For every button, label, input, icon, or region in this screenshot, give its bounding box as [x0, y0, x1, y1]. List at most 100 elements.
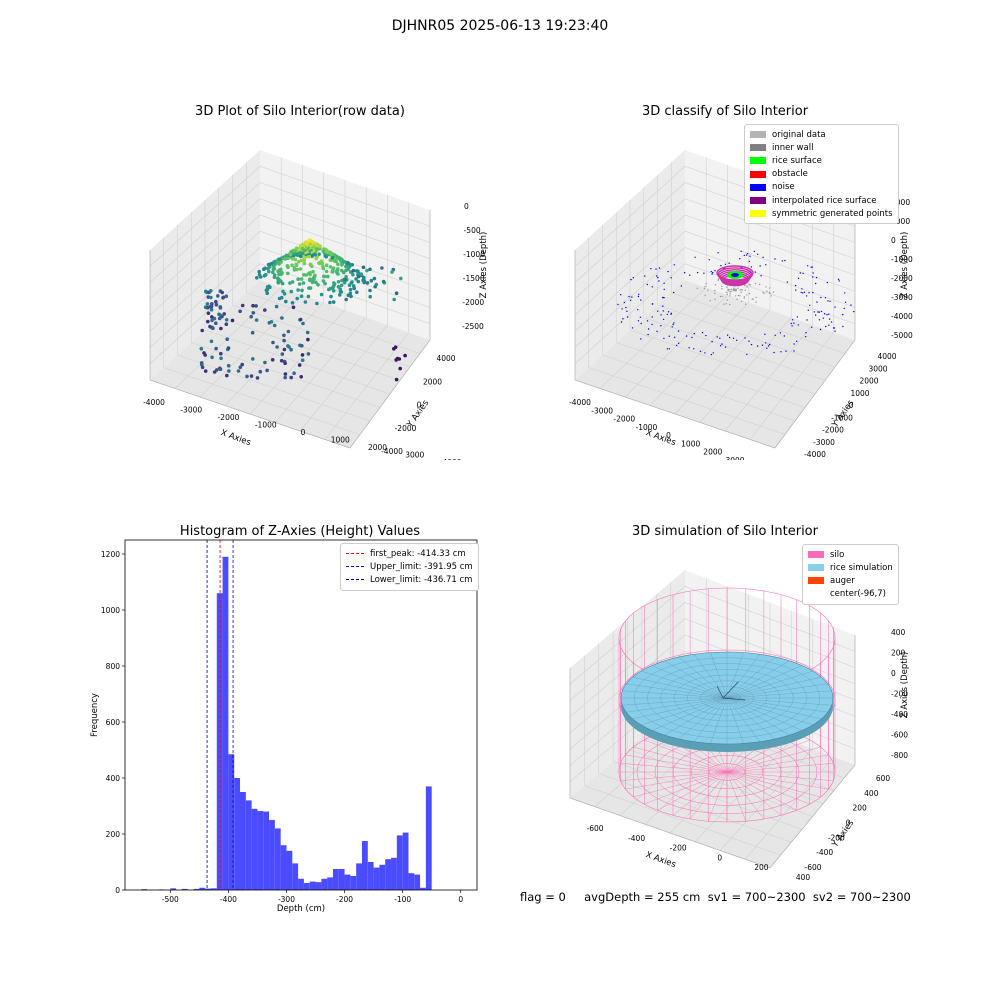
data-point — [272, 266, 276, 271]
wall-gridline — [569, 618, 856, 717]
data-point — [352, 286, 356, 291]
original-point — [709, 300, 711, 302]
original-point — [739, 289, 741, 291]
data-point — [330, 270, 335, 274]
panel2-ztick: -5000 — [891, 331, 913, 340]
histogram-bar — [257, 811, 264, 890]
noise-point — [623, 301, 625, 304]
data-point — [296, 277, 300, 281]
data-point — [394, 291, 399, 295]
original-point — [765, 286, 767, 288]
data-point — [372, 276, 377, 281]
data-point — [238, 309, 242, 314]
histogram-bar — [332, 869, 339, 890]
histogram-bar — [373, 867, 380, 890]
data-point — [336, 280, 341, 284]
data-point — [298, 317, 303, 322]
x-tick-label: 0 — [458, 895, 463, 904]
histogram-bar — [199, 887, 206, 890]
data-point — [282, 347, 287, 352]
rice-mesh-spoke — [726, 665, 803, 699]
data-point — [336, 267, 340, 271]
histogram-bar — [356, 863, 362, 890]
noise-point — [632, 277, 634, 279]
rice-mesh-spoke — [726, 697, 790, 736]
noise-point — [819, 328, 822, 331]
data-point — [294, 263, 299, 267]
data-point — [331, 300, 336, 304]
data-point — [322, 247, 326, 251]
data-point — [342, 280, 347, 285]
noise-point — [805, 295, 808, 297]
legend-swatch — [808, 577, 824, 585]
wall-gridline — [149, 214, 431, 316]
noise-point — [793, 343, 795, 345]
histogram-bar — [396, 835, 403, 890]
noise-point — [672, 323, 674, 326]
data-point — [288, 252, 293, 257]
data-point — [307, 271, 311, 276]
data-point — [332, 282, 337, 286]
floor-gridline — [641, 736, 824, 804]
histogram-bar — [425, 786, 432, 890]
original-point — [696, 287, 698, 289]
noise-point — [710, 270, 712, 273]
data-point — [324, 269, 329, 274]
auger-marker — [716, 685, 724, 699]
histogram-bar — [315, 882, 322, 890]
noise-point — [750, 266, 753, 268]
panel2-title: 3D classify of Silo Interior — [641, 104, 809, 119]
data-point — [298, 267, 303, 271]
histogram-bar — [327, 877, 333, 890]
data-point — [296, 260, 301, 264]
noise-point — [781, 260, 783, 262]
panel2-ztick: 2000 — [891, 198, 910, 207]
noise-point — [828, 318, 831, 320]
panel4-ztick: -200 — [891, 690, 908, 699]
noise-point — [630, 278, 632, 281]
legend-swatch — [750, 183, 766, 191]
silo-floor-spoke — [708, 771, 728, 822]
noise-point — [717, 252, 719, 254]
noise-point — [655, 268, 657, 270]
original-point — [740, 300, 743, 303]
panel4-xlabel: X Axies — [644, 850, 677, 870]
legend-entry: symmetric generated points — [750, 207, 893, 220]
noise-point — [688, 347, 690, 349]
silo-floor-spoke — [657, 771, 728, 811]
data-point — [283, 375, 287, 380]
data-point — [226, 363, 231, 368]
data-point — [313, 253, 317, 257]
data-point — [295, 246, 299, 250]
rice-mesh-spoke — [694, 697, 728, 742]
panel4-ytick: -400 — [816, 848, 833, 857]
data-point — [336, 285, 341, 289]
noise-core — [731, 273, 739, 277]
floor-pane — [150, 280, 430, 448]
data-point — [392, 297, 397, 302]
data-point — [292, 371, 296, 375]
noise-point — [746, 353, 748, 356]
data-point — [374, 282, 379, 287]
data-point — [278, 268, 282, 272]
rice-mesh-spoke — [726, 697, 803, 731]
noise-point — [644, 275, 646, 277]
histogram-bar — [379, 864, 386, 890]
data-point — [336, 272, 340, 276]
data-point — [301, 321, 305, 326]
panel4-zlabel: Z Axies (Depth) — [900, 652, 910, 719]
panel1-xtick: -1000 — [255, 421, 277, 430]
noise-point — [746, 254, 748, 256]
legend-label: first_peak: -414.33 cm — [370, 548, 466, 559]
data-point — [281, 289, 285, 294]
noise-point — [651, 316, 653, 318]
y-tick-label: 800 — [106, 662, 121, 671]
original-point — [727, 288, 729, 291]
noise-point — [660, 325, 662, 327]
data-point — [258, 275, 263, 279]
data-point — [277, 296, 282, 301]
original-point — [714, 284, 717, 286]
original-point — [762, 291, 764, 294]
noise-point — [850, 304, 852, 306]
original-point — [733, 287, 735, 289]
